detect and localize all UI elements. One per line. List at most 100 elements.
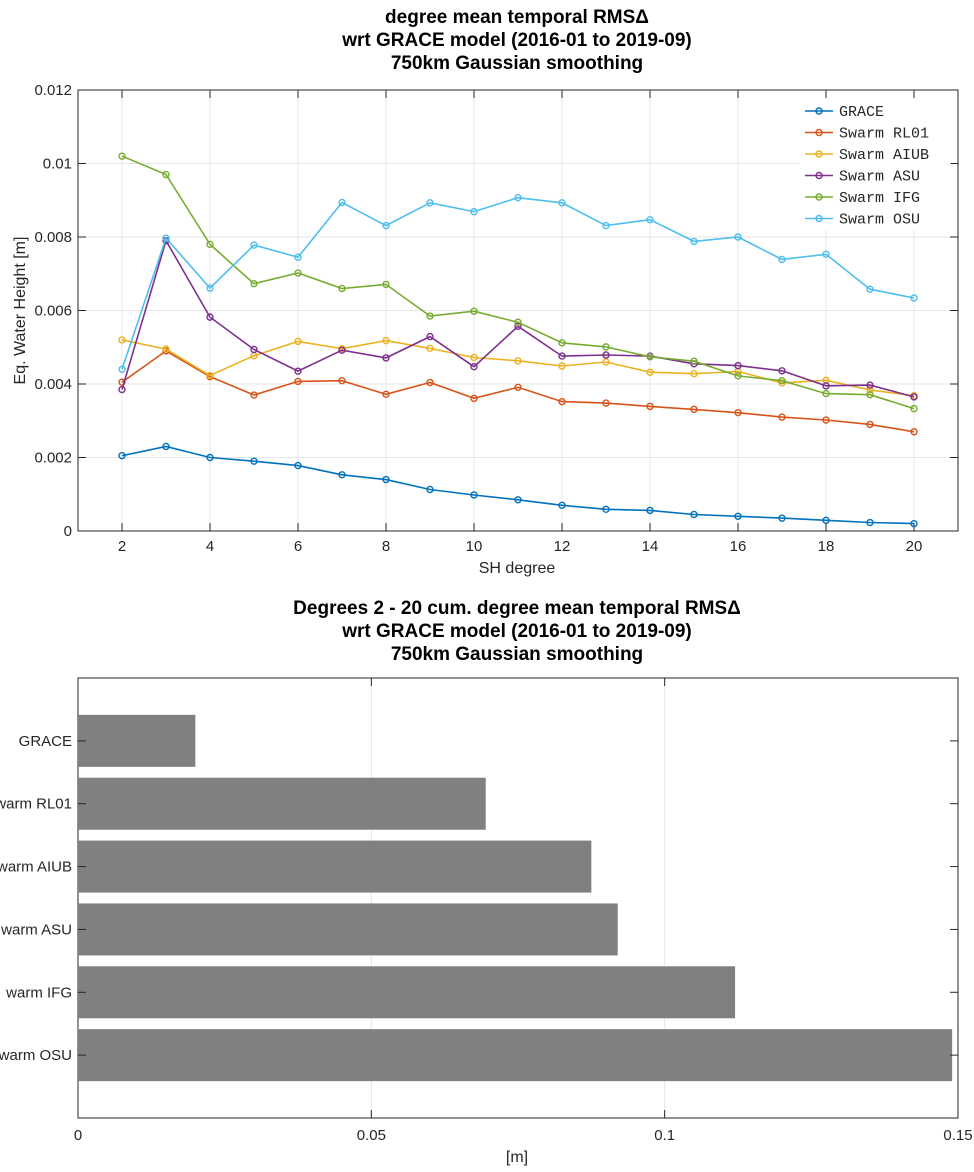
data-point — [558, 352, 566, 360]
data-point — [690, 357, 698, 365]
data-point — [866, 390, 874, 399]
data-point — [118, 336, 126, 344]
data-point — [426, 485, 434, 494]
chart-title-line: wrt GRACE model (2016-01 to 2019-09) — [341, 621, 692, 642]
chart-title-line: 750km Gaussian smoothing — [391, 53, 643, 74]
data-point — [558, 362, 566, 370]
data-point — [206, 240, 214, 249]
legend-box — [799, 99, 951, 231]
data-point — [866, 381, 874, 389]
data-point — [426, 312, 434, 320]
data-point — [514, 383, 522, 392]
data-point — [338, 346, 346, 354]
data-point — [294, 337, 302, 346]
data-point — [250, 241, 258, 249]
data-point — [734, 372, 742, 380]
data-point — [646, 353, 654, 361]
x-tick-label: 2 — [118, 538, 126, 555]
data-point — [558, 501, 566, 509]
data-point — [470, 307, 478, 315]
data-point — [118, 385, 126, 394]
data-point — [690, 405, 698, 414]
data-point — [866, 386, 874, 394]
data-point — [470, 353, 478, 362]
category-label: warm IFG — [5, 984, 72, 1001]
series-line — [121, 445, 915, 525]
data-point — [558, 199, 566, 207]
x-tick-label: 0.05 — [357, 1127, 386, 1144]
data-point — [646, 506, 654, 515]
data-point — [910, 393, 918, 401]
data-point — [470, 207, 478, 216]
data-point — [250, 391, 258, 399]
data-point — [822, 250, 830, 258]
legend: GRACE Swarm RL01 Swarm AIUB Swarm ASU Swarm … — [799, 99, 951, 231]
data-point — [294, 377, 302, 386]
bar — [78, 1029, 953, 1082]
data-point — [910, 294, 918, 302]
data-point — [426, 332, 434, 341]
chart-title-line: 750km Gaussian smoothing — [391, 644, 643, 665]
data-point — [822, 516, 830, 525]
category-label: warm RL01 — [0, 796, 72, 813]
y-tick-label: 0.01 — [43, 156, 72, 173]
data-point — [646, 368, 654, 376]
category-label: warm ASU — [0, 921, 72, 938]
x-tick-label: 6 — [294, 538, 302, 555]
data-point — [118, 152, 126, 160]
series-line — [121, 349, 915, 433]
category-label: warm OSU — [0, 1047, 72, 1064]
data-point — [162, 170, 170, 179]
data-point — [470, 394, 478, 403]
bar — [78, 777, 486, 830]
data-point — [206, 313, 214, 321]
data-point — [250, 457, 258, 465]
data-point — [162, 345, 170, 353]
data-point — [294, 253, 302, 261]
data-point — [426, 378, 434, 387]
legend-label: Swarm RL01 — [839, 126, 929, 143]
legend-swatch-marker — [815, 107, 823, 115]
legend-swatch-marker — [815, 171, 823, 180]
data-point — [514, 318, 522, 326]
y-tick-label: 0.006 — [34, 303, 72, 320]
data-point — [822, 416, 830, 424]
plot-frame — [77, 677, 959, 1119]
chart-title-line: wrt GRACE model (2016-01 to 2019-09) — [341, 30, 692, 51]
bar — [78, 966, 736, 1019]
data-point — [338, 198, 346, 207]
x-tick-label: 10 — [466, 538, 483, 555]
data-point — [382, 280, 390, 289]
bar — [78, 714, 196, 767]
data-point — [162, 442, 170, 451]
y-tick-label: 0.012 — [34, 82, 72, 99]
data-point — [382, 336, 390, 345]
data-point — [602, 505, 610, 514]
x-tick-label: 20 — [906, 538, 923, 555]
data-point — [558, 339, 566, 347]
data-point — [734, 408, 742, 417]
x-tick-label: 0 — [74, 1127, 82, 1144]
data-point — [602, 343, 610, 351]
legend-swatch-marker — [815, 150, 823, 158]
data-point — [162, 234, 170, 242]
y-tick-label: 0.008 — [34, 229, 72, 246]
data-point — [382, 475, 390, 484]
data-point — [778, 367, 786, 375]
data-point — [690, 370, 698, 378]
series-line — [121, 196, 915, 370]
data-point — [382, 390, 390, 398]
data-point — [470, 363, 478, 371]
data-point — [206, 284, 214, 292]
data-point — [602, 221, 610, 230]
category-label: warm AIUB — [0, 859, 72, 876]
legend-swatch-marker — [815, 193, 823, 201]
bar-chart: Degrees 2 - 20 cum. degree mean temporal… — [0, 598, 973, 1166]
data-point — [294, 461, 302, 470]
series-line — [121, 155, 915, 410]
data-point — [338, 284, 346, 293]
legend-label: Swarm OSU — [839, 212, 920, 229]
data-point — [558, 397, 566, 406]
